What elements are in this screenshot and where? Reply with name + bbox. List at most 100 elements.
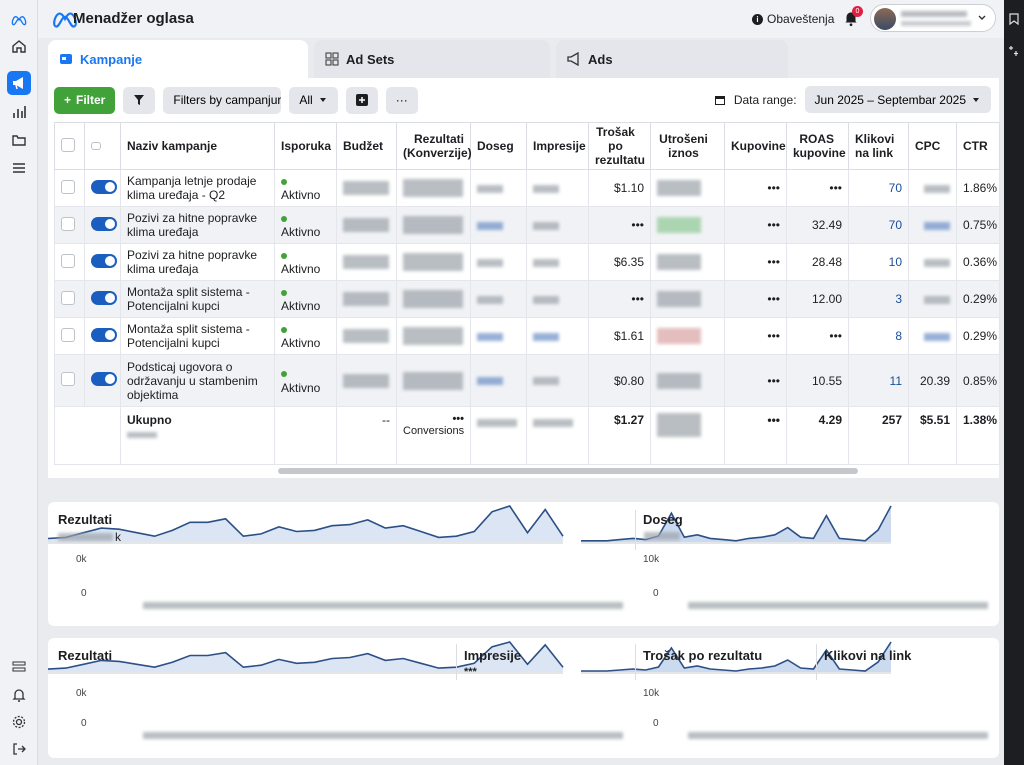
all-dropdown[interactable]: All [289,86,338,114]
delivery-status: Aktivno [274,206,337,244]
link-clicks[interactable]: 10 [848,243,909,281]
col-impressions[interactable]: Impresije [526,122,589,170]
charts-card-top: Rezultati k 0k 0 Doseg 10k 0 [47,502,999,626]
horizontal-scrollbar[interactable] [278,468,858,474]
row-checkbox[interactable] [54,169,85,207]
link-clicks[interactable]: 3 [848,280,909,318]
campaign-toggle[interactable] [84,243,121,281]
campaign-name[interactable]: Podsticaj ugovora o održavanju u stamben… [120,354,275,407]
total-results: ••• Conversions [396,406,471,465]
link-clicks[interactable]: 70 [848,206,909,244]
table-row[interactable]: Pozivi za hitne popravke klima uređaja A… [54,206,1000,244]
y-axis-min: 0 [81,588,87,599]
campaign-toggle[interactable] [84,354,121,407]
campaign-name[interactable]: Pozivi za hitne popravke klima uređaja [120,243,275,281]
date-range-dropdown[interactable]: Jun 2025 – Septembar 2025 [804,86,991,113]
row-checkbox[interactable] [54,317,85,355]
roas: ••• [786,317,849,355]
campaign-toggle[interactable] [84,206,121,244]
link-clicks[interactable]: 70 [848,169,909,207]
top-bar: Menadžer oglasa i Obaveštenja 0 [38,0,1004,38]
bar-chart-icon[interactable] [7,100,31,124]
notifications-link[interactable]: i Obaveštenja [752,12,834,26]
table-row[interactable]: Podsticaj ugovora o održavanju u stamben… [54,354,1000,407]
row-checkbox[interactable] [54,206,85,244]
campaign-name[interactable]: Montaža split sistema - Potencijalni kup… [120,280,275,318]
chart-title-results: Rezultati [58,512,113,527]
row-checkbox[interactable] [54,280,85,318]
toolbar: + Filter Filters by campanjur All ··· [54,86,418,114]
add-button[interactable] [345,86,378,114]
campaign-toggle[interactable] [84,169,121,207]
roas: 28.48 [786,243,849,281]
tab-campaigns[interactable]: Kampanje [48,40,308,78]
campaign-toggle[interactable] [84,280,121,318]
megaphone-icon[interactable] [7,71,31,95]
table-row[interactable]: Kampanja letnje prodaje klima uređaja - … [54,169,1000,207]
filter-button[interactable]: + Filter [54,86,116,114]
col-delivery[interactable]: Isporuka [274,122,337,170]
date-range: Data range: Jun 2025 – Septembar 2025 [714,86,991,113]
campaigns-panel: + Filter Filters by campanjur All ··· Dat… [48,78,1000,478]
amount-spent-cell [650,243,725,281]
impressions-cell [526,280,589,318]
total-impressions [526,406,589,465]
link-clicks[interactable]: 8 [848,317,909,355]
col-name[interactable]: Naziv kampanje [120,122,275,170]
purchases: ••• [724,280,787,318]
col-cpc[interactable]: CPC [908,122,957,170]
col-reach[interactable]: Doseg [470,122,527,170]
date-range-value: Jun 2025 – Septembar 2025 [814,92,966,107]
y-axis-min: 0 [653,718,659,729]
sparkle-icon[interactable] [1007,44,1021,58]
campaign-name[interactable]: Montaža split sistema - Potencijalni kup… [120,317,275,355]
logout-icon[interactable] [7,737,31,761]
col-link-clicks[interactable]: Klikovi na link [848,122,909,170]
col-roas[interactable]: ROAS kupovine [786,122,849,170]
campaign-name[interactable]: Kampanja letnje prodaje klima uređaja - … [120,169,275,207]
funnel-button[interactable] [123,86,156,114]
y-axis-min: 0 [653,588,659,599]
col-budget[interactable]: Budžet [336,122,397,170]
bookmark-icon[interactable] [1007,12,1021,26]
table-row[interactable]: Pozivi za hitne popravke klima uređaja A… [54,243,1000,281]
gear-icon[interactable] [7,710,31,734]
folder-icon[interactable] [7,128,31,152]
total-cpc: $5.51 [908,406,957,465]
plus-square-icon [355,94,368,106]
status-dot [281,371,287,378]
col-purchases[interactable]: Kupovine [724,122,787,170]
filters-by-campaign-button[interactable]: Filters by campanjur [163,86,282,114]
results-suffix: k [115,530,121,544]
col-results[interactable]: Rezultati (Konverzije) [396,122,472,170]
campaign-name[interactable]: Pozivi za hitne popravke klima uređaja [120,206,275,244]
tab-ad-sets[interactable]: Ad Sets [314,40,550,78]
grid-icon [325,52,339,66]
link-clicks[interactable]: 11 [848,354,909,407]
funnel-icon [134,95,145,105]
info-icon: i [752,13,763,25]
caret-down-icon [319,98,326,102]
amount-spent-cell [650,354,725,407]
col-amount-spent[interactable]: Utrošeni iznos [650,122,725,170]
account-switcher[interactable] [870,4,996,32]
reach-cell [470,169,527,207]
campaign-toggle[interactable] [84,317,121,355]
row-checkbox[interactable] [54,243,85,281]
col-cost-per-result[interactable]: Trošak po rezultatu [588,122,651,170]
home-icon[interactable] [7,34,31,58]
tab-ads[interactable]: Ads [556,40,788,78]
meta-icon[interactable] [7,8,31,32]
table-row[interactable]: Montaža split sistema - Potencijalni kup… [54,280,1000,318]
select-all-checkbox[interactable] [54,122,85,170]
cost-per-result: $1.61 [588,317,651,355]
col-ctr[interactable]: CTR [956,122,1000,170]
chart-title-cost-per-result: Trošak po rezultatu [643,648,763,663]
bell-icon[interactable] [7,683,31,707]
table-row[interactable]: Montaža split sistema - Potencijalni kup… [54,317,1000,355]
menu-icon[interactable] [7,156,31,180]
row-checkbox[interactable] [54,354,85,407]
app-title: Menadžer oglasa [73,10,194,27]
more-button[interactable]: ··· [385,86,418,114]
list-icon[interactable] [7,655,31,679]
